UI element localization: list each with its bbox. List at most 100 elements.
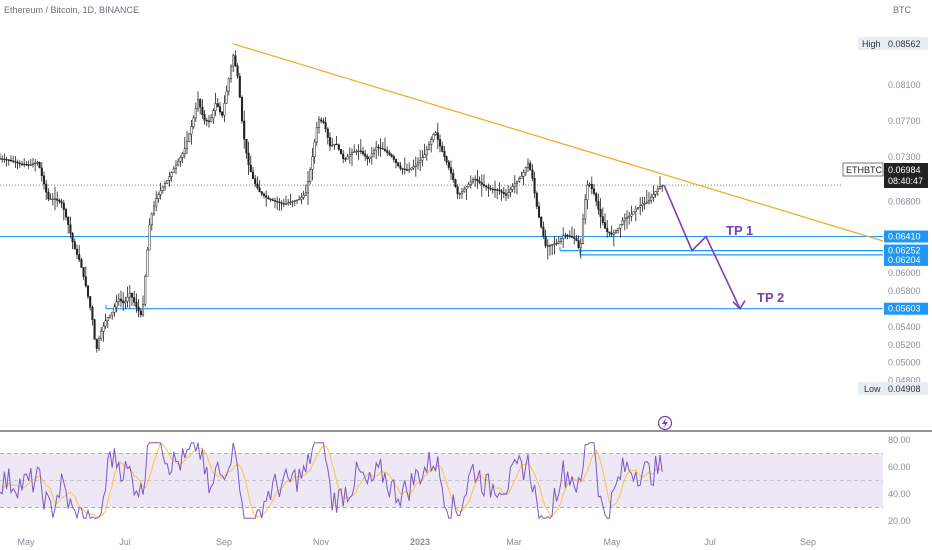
candle-body: [152, 205, 156, 215]
candle-body: [304, 192, 307, 196]
symbol-tag-bg: [842, 162, 884, 177]
candle-body: [282, 203, 285, 205]
candle-body: [260, 191, 263, 195]
candle-body: [597, 201, 600, 210]
candle-body: [337, 144, 340, 150]
level-tag-bg-2: [884, 253, 928, 266]
candle-body: [502, 192, 505, 195]
candle-body: [251, 171, 255, 179]
candle-body: [460, 191, 464, 194]
candle-body: [489, 187, 492, 190]
candle-body: [102, 325, 105, 332]
candle-body: [311, 156, 314, 170]
time-tick-5: Mar: [506, 537, 522, 547]
low-label: Low: [864, 384, 881, 394]
price-tick-6: 0.05800: [888, 286, 921, 296]
candle-body: [480, 182, 483, 185]
candle-body: [421, 157, 424, 161]
price-tick-1: 0.07700: [888, 116, 921, 126]
candle-body: [214, 103, 217, 111]
price-tick-8: 0.05200: [888, 340, 921, 350]
candle-body: [192, 117, 195, 127]
candle-body: [625, 216, 629, 219]
candle-body: [258, 187, 261, 193]
candle-body: [617, 227, 620, 231]
candle-body: [80, 259, 83, 268]
candlesticks: [0, 50, 664, 353]
candle-body: [652, 194, 655, 198]
candle-body: [249, 164, 252, 173]
candle-body: [291, 201, 294, 203]
time-tick-1: Jul: [119, 537, 131, 547]
lightning-icon[interactable]: [657, 415, 673, 431]
candle-body: [148, 224, 151, 251]
candle-body: [243, 120, 246, 140]
candle-body: [568, 235, 571, 237]
high-label: High: [862, 39, 881, 49]
candle-body: [324, 122, 327, 130]
candle-body: [401, 168, 404, 170]
candle-body: [592, 188, 596, 194]
candle-body: [634, 208, 637, 212]
candle-body: [482, 184, 486, 186]
candle-body: [14, 161, 17, 163]
candle-body: [207, 120, 211, 122]
candle-body: [478, 180, 481, 183]
candle-body: [540, 216, 543, 228]
price-tag-value: 0.06984: [888, 165, 921, 175]
candle-body: [487, 186, 490, 189]
candle-body: [342, 153, 345, 159]
candle-body: [438, 139, 442, 147]
candle-body: [3, 158, 6, 161]
candle-body: [254, 178, 257, 185]
low-tag-bg: [858, 382, 928, 395]
candle-body: [106, 317, 109, 321]
candle-body: [119, 298, 123, 302]
candle-body: [559, 238, 563, 242]
candle-body: [0, 158, 2, 160]
candle-body: [27, 164, 30, 166]
candle-body: [432, 134, 435, 140]
candle-body: [493, 189, 497, 191]
candle-body: [566, 234, 569, 237]
candle-body: [390, 154, 393, 157]
candle-body: [639, 205, 642, 208]
candle-body: [229, 65, 233, 80]
projection-arrow: [663, 184, 741, 310]
candle-body: [36, 162, 39, 164]
candle-body: [408, 169, 411, 171]
candle-body: [45, 183, 48, 193]
candle-body: [344, 158, 347, 160]
candle-body: [557, 241, 560, 244]
candle-body: [430, 139, 433, 145]
candle-body: [346, 156, 349, 160]
candle-body: [163, 183, 167, 188]
candle-body: [108, 314, 112, 318]
candle-body: [135, 302, 138, 308]
candle-body: [449, 167, 453, 174]
candle-body: [586, 184, 589, 201]
candle-body: [377, 146, 380, 149]
level-tag-2: 0.06204: [888, 255, 921, 265]
candle-body: [240, 97, 244, 122]
candle-body: [78, 254, 81, 260]
candle-body: [361, 151, 365, 155]
candle-body: [496, 189, 499, 191]
candle-body: [465, 186, 468, 190]
candle-body: [654, 191, 657, 195]
candle-body: [315, 127, 318, 143]
candle-body: [64, 209, 68, 218]
candle-body: [155, 198, 158, 207]
candle-body: [97, 338, 101, 349]
candle-body: [399, 165, 402, 169]
candle-body: [218, 106, 222, 113]
rsi-line: [0, 442, 663, 520]
candle-body: [60, 201, 63, 204]
candle-body: [199, 99, 202, 108]
candle-body: [298, 198, 301, 201]
candle-body: [608, 231, 611, 234]
candle-body: [535, 192, 538, 207]
rsi-axis: 80.00 60.00 40.00 20.00: [888, 435, 911, 526]
candle-body: [56, 198, 59, 201]
